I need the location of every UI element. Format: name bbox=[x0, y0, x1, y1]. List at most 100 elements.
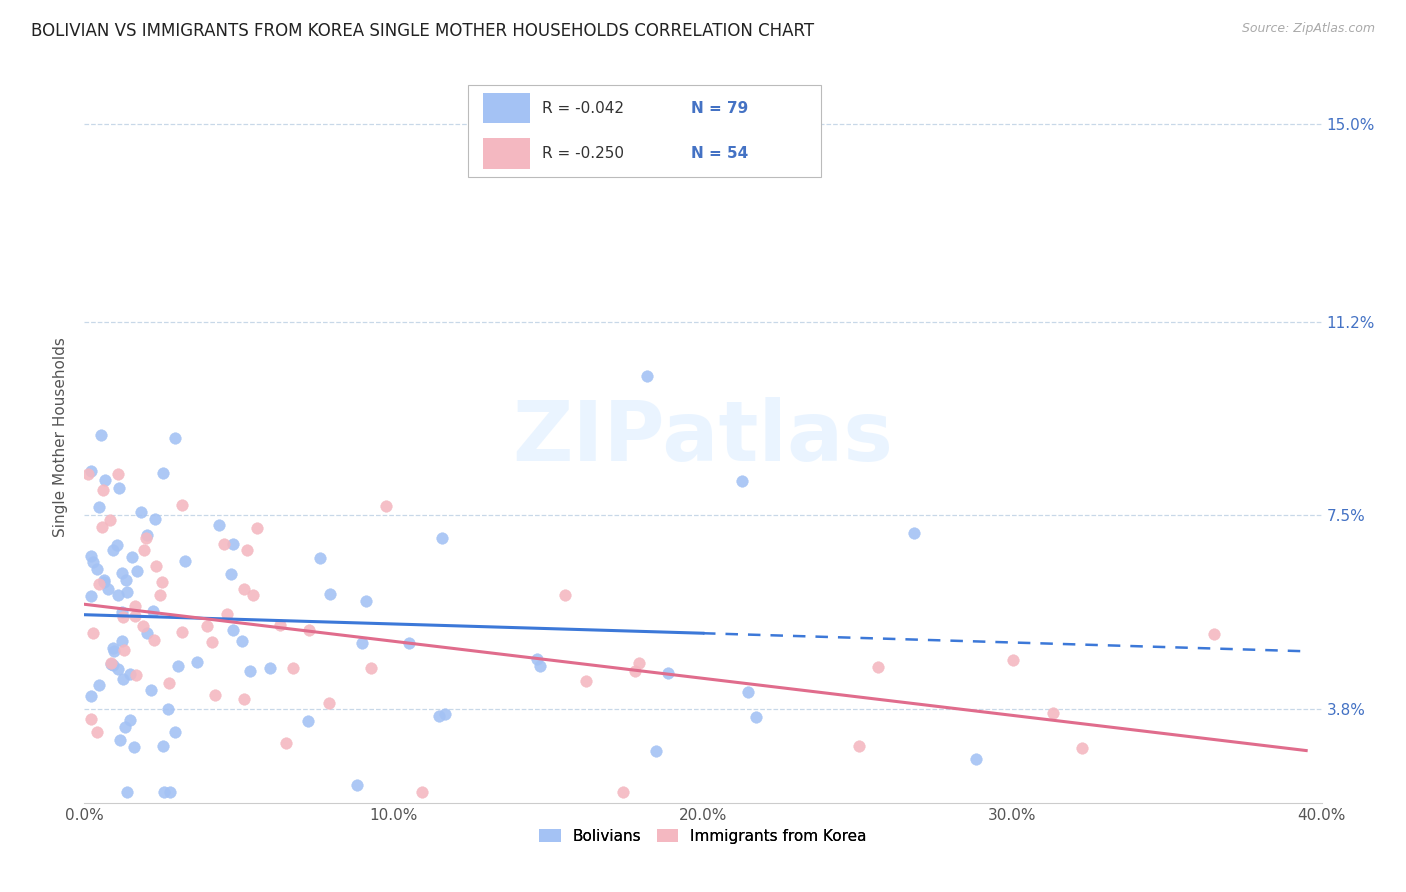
Point bbox=[132, 543, 155, 558]
Point bbox=[212, 536, 235, 550]
Point bbox=[79, 589, 101, 603]
Point bbox=[105, 537, 128, 551]
Point bbox=[612, 785, 634, 799]
Point bbox=[232, 582, 254, 596]
Point bbox=[79, 464, 101, 478]
Point bbox=[627, 656, 650, 670]
Point bbox=[98, 513, 121, 527]
Point bbox=[101, 658, 124, 673]
Point bbox=[124, 599, 146, 613]
Point bbox=[82, 555, 104, 569]
Text: R = -0.042: R = -0.042 bbox=[543, 101, 624, 116]
Point bbox=[848, 739, 870, 753]
Point bbox=[172, 624, 194, 639]
Point bbox=[965, 752, 987, 766]
Point bbox=[624, 664, 647, 678]
Point bbox=[554, 588, 576, 602]
Point bbox=[1071, 741, 1094, 756]
Point bbox=[115, 574, 138, 588]
Point bbox=[222, 623, 245, 637]
Point bbox=[139, 682, 162, 697]
Text: Source: ZipAtlas.com: Source: ZipAtlas.com bbox=[1241, 22, 1375, 36]
Point bbox=[354, 593, 377, 607]
Point bbox=[97, 582, 120, 597]
Point bbox=[269, 617, 291, 632]
Point bbox=[281, 661, 304, 675]
Point bbox=[100, 657, 122, 672]
Point bbox=[1001, 653, 1024, 667]
Point bbox=[107, 662, 129, 676]
Point bbox=[91, 483, 114, 498]
Text: N = 79: N = 79 bbox=[690, 101, 748, 116]
Point bbox=[526, 651, 548, 665]
Point bbox=[91, 520, 114, 534]
Point bbox=[903, 525, 925, 540]
Point bbox=[318, 587, 340, 601]
Point bbox=[242, 588, 264, 602]
Point bbox=[103, 644, 125, 658]
Point bbox=[117, 785, 139, 799]
Point bbox=[150, 574, 173, 589]
Point bbox=[297, 714, 319, 729]
Point bbox=[163, 724, 186, 739]
Point bbox=[153, 785, 176, 799]
Point bbox=[1042, 706, 1064, 721]
Point bbox=[152, 739, 174, 753]
Point bbox=[152, 466, 174, 480]
Point bbox=[430, 532, 453, 546]
Point bbox=[107, 467, 129, 481]
Point bbox=[149, 588, 172, 602]
Point bbox=[125, 668, 148, 682]
Legend: Bolivians, Immigrants from Korea: Bolivians, Immigrants from Korea bbox=[533, 822, 873, 850]
Point bbox=[398, 636, 420, 650]
Text: ZIPatlas: ZIPatlas bbox=[513, 397, 893, 477]
Point bbox=[201, 634, 224, 648]
Text: R = -0.250: R = -0.250 bbox=[543, 146, 624, 161]
Point bbox=[115, 585, 138, 599]
Point bbox=[346, 778, 368, 792]
Point bbox=[142, 604, 165, 618]
Point bbox=[135, 531, 157, 545]
Point bbox=[360, 661, 382, 675]
Point bbox=[239, 665, 262, 679]
Point bbox=[112, 672, 135, 686]
Point bbox=[231, 634, 253, 648]
Point bbox=[90, 428, 112, 442]
Point bbox=[101, 641, 124, 656]
Point bbox=[167, 658, 190, 673]
Point bbox=[195, 619, 218, 633]
Point bbox=[276, 736, 298, 750]
Point bbox=[87, 576, 110, 591]
Point bbox=[125, 564, 148, 578]
Point bbox=[79, 712, 101, 726]
Point bbox=[77, 467, 100, 481]
Point bbox=[111, 633, 134, 648]
FancyBboxPatch shape bbox=[482, 138, 530, 169]
Point bbox=[246, 521, 269, 535]
Text: N = 54: N = 54 bbox=[690, 146, 748, 161]
Point bbox=[157, 675, 180, 690]
Point bbox=[135, 626, 157, 640]
Point bbox=[222, 537, 245, 551]
Point bbox=[114, 720, 136, 734]
Point bbox=[122, 739, 145, 754]
Point bbox=[208, 518, 231, 533]
Point bbox=[233, 691, 256, 706]
Point bbox=[79, 689, 101, 703]
Point bbox=[427, 708, 450, 723]
Point bbox=[411, 785, 433, 799]
Point bbox=[645, 743, 668, 757]
Point bbox=[236, 542, 259, 557]
Point bbox=[89, 677, 111, 691]
Point bbox=[159, 785, 181, 799]
Point bbox=[737, 685, 759, 699]
Point bbox=[170, 498, 193, 512]
Point bbox=[204, 688, 226, 702]
Text: BOLIVIAN VS IMMIGRANTS FROM KOREA SINGLE MOTHER HOUSEHOLDS CORRELATION CHART: BOLIVIAN VS IMMIGRANTS FROM KOREA SINGLE… bbox=[31, 22, 814, 40]
Point bbox=[101, 543, 124, 558]
Point bbox=[350, 636, 373, 650]
Point bbox=[259, 661, 281, 675]
Point bbox=[108, 733, 131, 747]
Point bbox=[219, 566, 242, 581]
Point bbox=[82, 625, 104, 640]
